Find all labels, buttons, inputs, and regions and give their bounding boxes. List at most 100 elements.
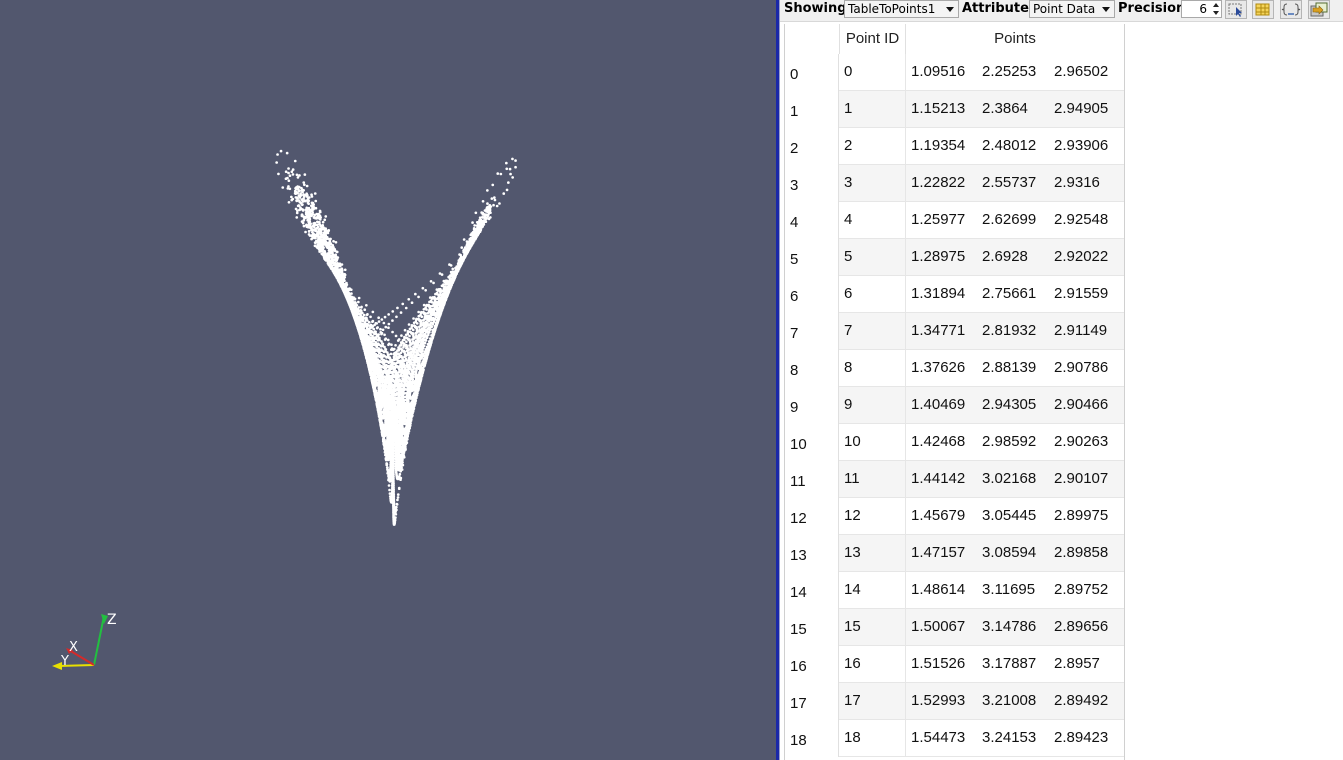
point-x-cell[interactable]: 1.09516 (911, 63, 966, 80)
table-row[interactable]: 12 12 1.45679 3.05445 2.89975 (784, 498, 1125, 535)
table-row[interactable]: 15 15 1.50067 3.14786 2.89656 (784, 609, 1125, 646)
row-index[interactable]: 10 (784, 424, 839, 461)
row-index[interactable]: 2 (784, 128, 839, 165)
point-y-cell[interactable]: 2.3864 (982, 100, 1028, 117)
point-x-cell[interactable]: 1.19354 (911, 137, 966, 154)
point-z-cell[interactable]: 2.94905 (1054, 100, 1109, 117)
row-index[interactable]: 15 (784, 609, 839, 646)
precision-spinbox[interactable]: 6 (1181, 0, 1222, 18)
point-z-cell[interactable]: 2.89656 (1054, 618, 1109, 635)
pane-splitter[interactable] (776, 0, 779, 760)
point-id-cell[interactable]: 2 (840, 128, 906, 164)
point-x-cell[interactable]: 1.45679 (911, 507, 966, 524)
point-y-cell[interactable]: 2.6928 (982, 248, 1028, 265)
point-x-cell[interactable]: 1.48614 (911, 581, 966, 598)
point-y-cell[interactable]: 2.75661 (982, 285, 1037, 302)
point-z-cell[interactable]: 2.92022 (1054, 248, 1109, 265)
point-id-cell[interactable]: 6 (840, 276, 906, 312)
row-index[interactable]: 1 (784, 91, 839, 128)
spin-up-icon[interactable] (1213, 3, 1219, 7)
point-z-cell[interactable]: 2.89858 (1054, 544, 1109, 561)
render-view[interactable]: Z X Y (0, 0, 776, 760)
table-row[interactable]: 4 4 1.25977 2.62699 2.92548 (784, 202, 1125, 239)
point-id-cell[interactable]: 15 (840, 609, 906, 645)
point-x-cell[interactable]: 1.52993 (911, 692, 966, 709)
row-index[interactable]: 8 (784, 350, 839, 387)
show-only-selected-button[interactable] (1225, 0, 1247, 19)
table-row[interactable]: 8 8 1.37626 2.88139 2.90786 (784, 350, 1125, 387)
table-row[interactable]: 1 1 1.15213 2.3864 2.94905 (784, 91, 1125, 128)
point-y-cell[interactable]: 2.62699 (982, 211, 1037, 228)
toggle-cell-connectivity-button[interactable] (1252, 0, 1274, 19)
point-x-cell[interactable]: 1.47157 (911, 544, 966, 561)
point-z-cell[interactable]: 2.89975 (1054, 507, 1109, 524)
table-row[interactable]: 5 5 1.28975 2.6928 2.92022 (784, 239, 1125, 276)
point-y-cell[interactable]: 3.17887 (982, 655, 1037, 672)
point-y-cell[interactable]: 3.08594 (982, 544, 1037, 561)
table-row[interactable]: 10 10 1.42468 2.98592 2.90263 (784, 424, 1125, 461)
point-y-cell[interactable]: 3.11695 (982, 581, 1036, 598)
point-x-cell[interactable]: 1.40469 (911, 396, 966, 413)
table-row[interactable]: 17 17 1.52993 3.21008 2.89492 (784, 683, 1125, 720)
point-x-cell[interactable]: 1.22822 (911, 174, 966, 191)
table-row[interactable]: 7 7 1.34771 2.81932 2.91149 (784, 313, 1125, 350)
point-id-cell[interactable]: 8 (840, 350, 906, 386)
point-z-cell[interactable]: 2.92548 (1054, 211, 1109, 228)
point-x-cell[interactable]: 1.50067 (911, 618, 966, 635)
point-x-cell[interactable]: 1.25977 (911, 211, 966, 228)
point-y-cell[interactable]: 2.55737 (982, 174, 1037, 191)
point-x-cell[interactable]: 1.37626 (911, 359, 966, 376)
point-y-cell[interactable]: 2.25253 (982, 63, 1037, 80)
point-id-cell[interactable]: 18 (840, 720, 906, 756)
point-z-cell[interactable]: 2.96502 (1054, 63, 1109, 80)
table-row[interactable]: 2 2 1.19354 2.48012 2.93906 (784, 128, 1125, 165)
point-y-cell[interactable]: 2.88139 (982, 359, 1037, 376)
point-id-cell[interactable]: 17 (840, 683, 906, 719)
showing-source-combo[interactable]: TableToPoints1 (844, 0, 959, 18)
point-x-cell[interactable]: 1.54473 (911, 729, 966, 746)
point-z-cell[interactable]: 2.90786 (1054, 359, 1109, 376)
point-id-cell[interactable]: 11 (840, 461, 906, 497)
point-x-cell[interactable]: 1.15213 (911, 100, 966, 117)
row-index[interactable]: 7 (784, 313, 839, 350)
row-index[interactable]: 12 (784, 498, 839, 535)
spin-down-icon[interactable] (1213, 11, 1219, 15)
point-z-cell[interactable]: 2.90466 (1054, 396, 1109, 413)
column-header-points[interactable]: Points (906, 24, 1125, 54)
point-id-cell[interactable]: 9 (840, 387, 906, 423)
point-id-cell[interactable]: 13 (840, 535, 906, 571)
row-index[interactable]: 13 (784, 535, 839, 572)
point-id-cell[interactable]: 12 (840, 498, 906, 534)
point-id-cell[interactable]: 0 (840, 54, 906, 90)
row-index[interactable]: 3 (784, 165, 839, 202)
table-row[interactable]: 6 6 1.31894 2.75661 2.91559 (784, 276, 1125, 313)
point-id-cell[interactable]: 7 (840, 313, 906, 349)
point-x-cell[interactable]: 1.42468 (911, 433, 966, 450)
point-y-cell[interactable]: 3.24153 (982, 729, 1037, 746)
point-x-cell[interactable]: 1.51526 (911, 655, 966, 672)
point-y-cell[interactable]: 3.21008 (982, 692, 1037, 709)
point-id-cell[interactable]: 10 (840, 424, 906, 460)
point-z-cell[interactable]: 2.91559 (1054, 285, 1109, 302)
point-z-cell[interactable]: 2.89752 (1054, 581, 1109, 598)
point-id-cell[interactable]: 14 (840, 572, 906, 608)
point-z-cell[interactable]: 2.90263 (1054, 433, 1109, 450)
point-x-cell[interactable]: 1.31894 (911, 285, 966, 302)
attribute-combo[interactable]: Point Data (1029, 0, 1115, 18)
row-index[interactable]: 16 (784, 646, 839, 683)
row-index[interactable]: 0 (784, 54, 839, 91)
point-y-cell[interactable]: 3.05445 (982, 507, 1037, 524)
point-id-cell[interactable]: 5 (840, 239, 906, 275)
table-row[interactable]: 0 0 1.09516 2.25253 2.96502 (784, 54, 1125, 91)
toggle-column-visibility-button[interactable] (1280, 0, 1302, 19)
point-z-cell[interactable]: 2.89492 (1054, 692, 1109, 709)
table-row[interactable]: 13 13 1.47157 3.08594 2.89858 (784, 535, 1125, 572)
column-header-point-id[interactable]: Point ID (840, 24, 906, 54)
point-x-cell[interactable]: 1.28975 (911, 248, 966, 265)
row-index[interactable]: 5 (784, 239, 839, 276)
point-y-cell[interactable]: 2.81932 (982, 322, 1037, 339)
point-z-cell[interactable]: 2.9316 (1054, 174, 1100, 191)
point-y-cell[interactable]: 2.48012 (982, 137, 1037, 154)
table-row[interactable]: 18 18 1.54473 3.24153 2.89423 (784, 720, 1125, 757)
table-row[interactable]: 11 11 1.44142 3.02168 2.90107 (784, 461, 1125, 498)
